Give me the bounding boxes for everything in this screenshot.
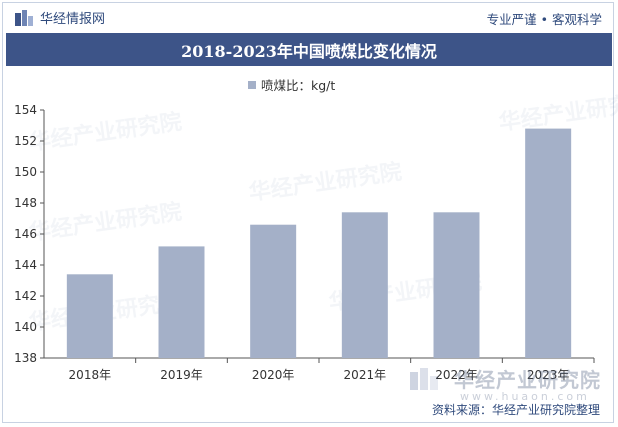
watermark-bg-text: 华经产业研究院 — [27, 199, 183, 246]
x-tick-label: 2022年 — [435, 368, 478, 382]
y-tick-label: 146 — [14, 227, 37, 241]
bar — [250, 224, 297, 358]
watermark-logo-icon — [410, 367, 438, 390]
chart-title: 2018-2023年中国喷煤比变化情况 — [181, 41, 437, 61]
legend-label: 喷煤比：kg/t — [261, 78, 335, 93]
chart-frame — [2, 2, 614, 423]
bar — [433, 212, 480, 358]
top-bar: 华经情报网 专业严谨 • 客观科学 — [0, 0, 618, 34]
y-tick-label: 152 — [14, 134, 37, 148]
chart-title-bar: 2018-2023年中国喷煤比变化情况 — [6, 33, 612, 66]
x-tick-label: 2018年 — [69, 368, 112, 382]
bar — [158, 246, 205, 358]
y-tick-label: 140 — [14, 320, 37, 334]
watermark-logo: 华经产业研究院 — [408, 364, 601, 393]
watermark-text: 华经产业研究院 — [454, 368, 601, 392]
x-tick-label: 2019年 — [160, 368, 203, 382]
x-tick-label: 2020年 — [252, 368, 295, 382]
brand[interactable]: 华经情报网 — [14, 8, 105, 27]
brand-name: 华经情报网 — [40, 12, 106, 27]
y-tick-label: 148 — [14, 196, 37, 210]
bar — [66, 274, 113, 358]
y-tick-label: 150 — [14, 165, 37, 179]
x-tick-label: 2023年 — [527, 368, 570, 382]
y-tick-label: 144 — [14, 258, 37, 272]
legend-swatch — [248, 81, 256, 89]
brand-logo-icon — [15, 9, 33, 26]
x-tick-label: 2021年 — [344, 368, 387, 382]
tagline: 专业严谨 • 客观科学 — [486, 12, 602, 27]
watermark-site: www.huaon.com — [460, 390, 590, 403]
y-tick-label: 154 — [14, 103, 37, 117]
bar — [525, 128, 572, 358]
bar — [341, 212, 388, 358]
source-note: 资料来源：华经产业研究院整理 — [431, 403, 600, 417]
y-tick-label: 138 — [14, 351, 37, 365]
watermark-bg-text: 华经产业研究院 — [247, 159, 403, 206]
y-tick-label: 142 — [14, 289, 37, 303]
watermark-bg-text: 华经产业研究院 — [27, 109, 183, 156]
